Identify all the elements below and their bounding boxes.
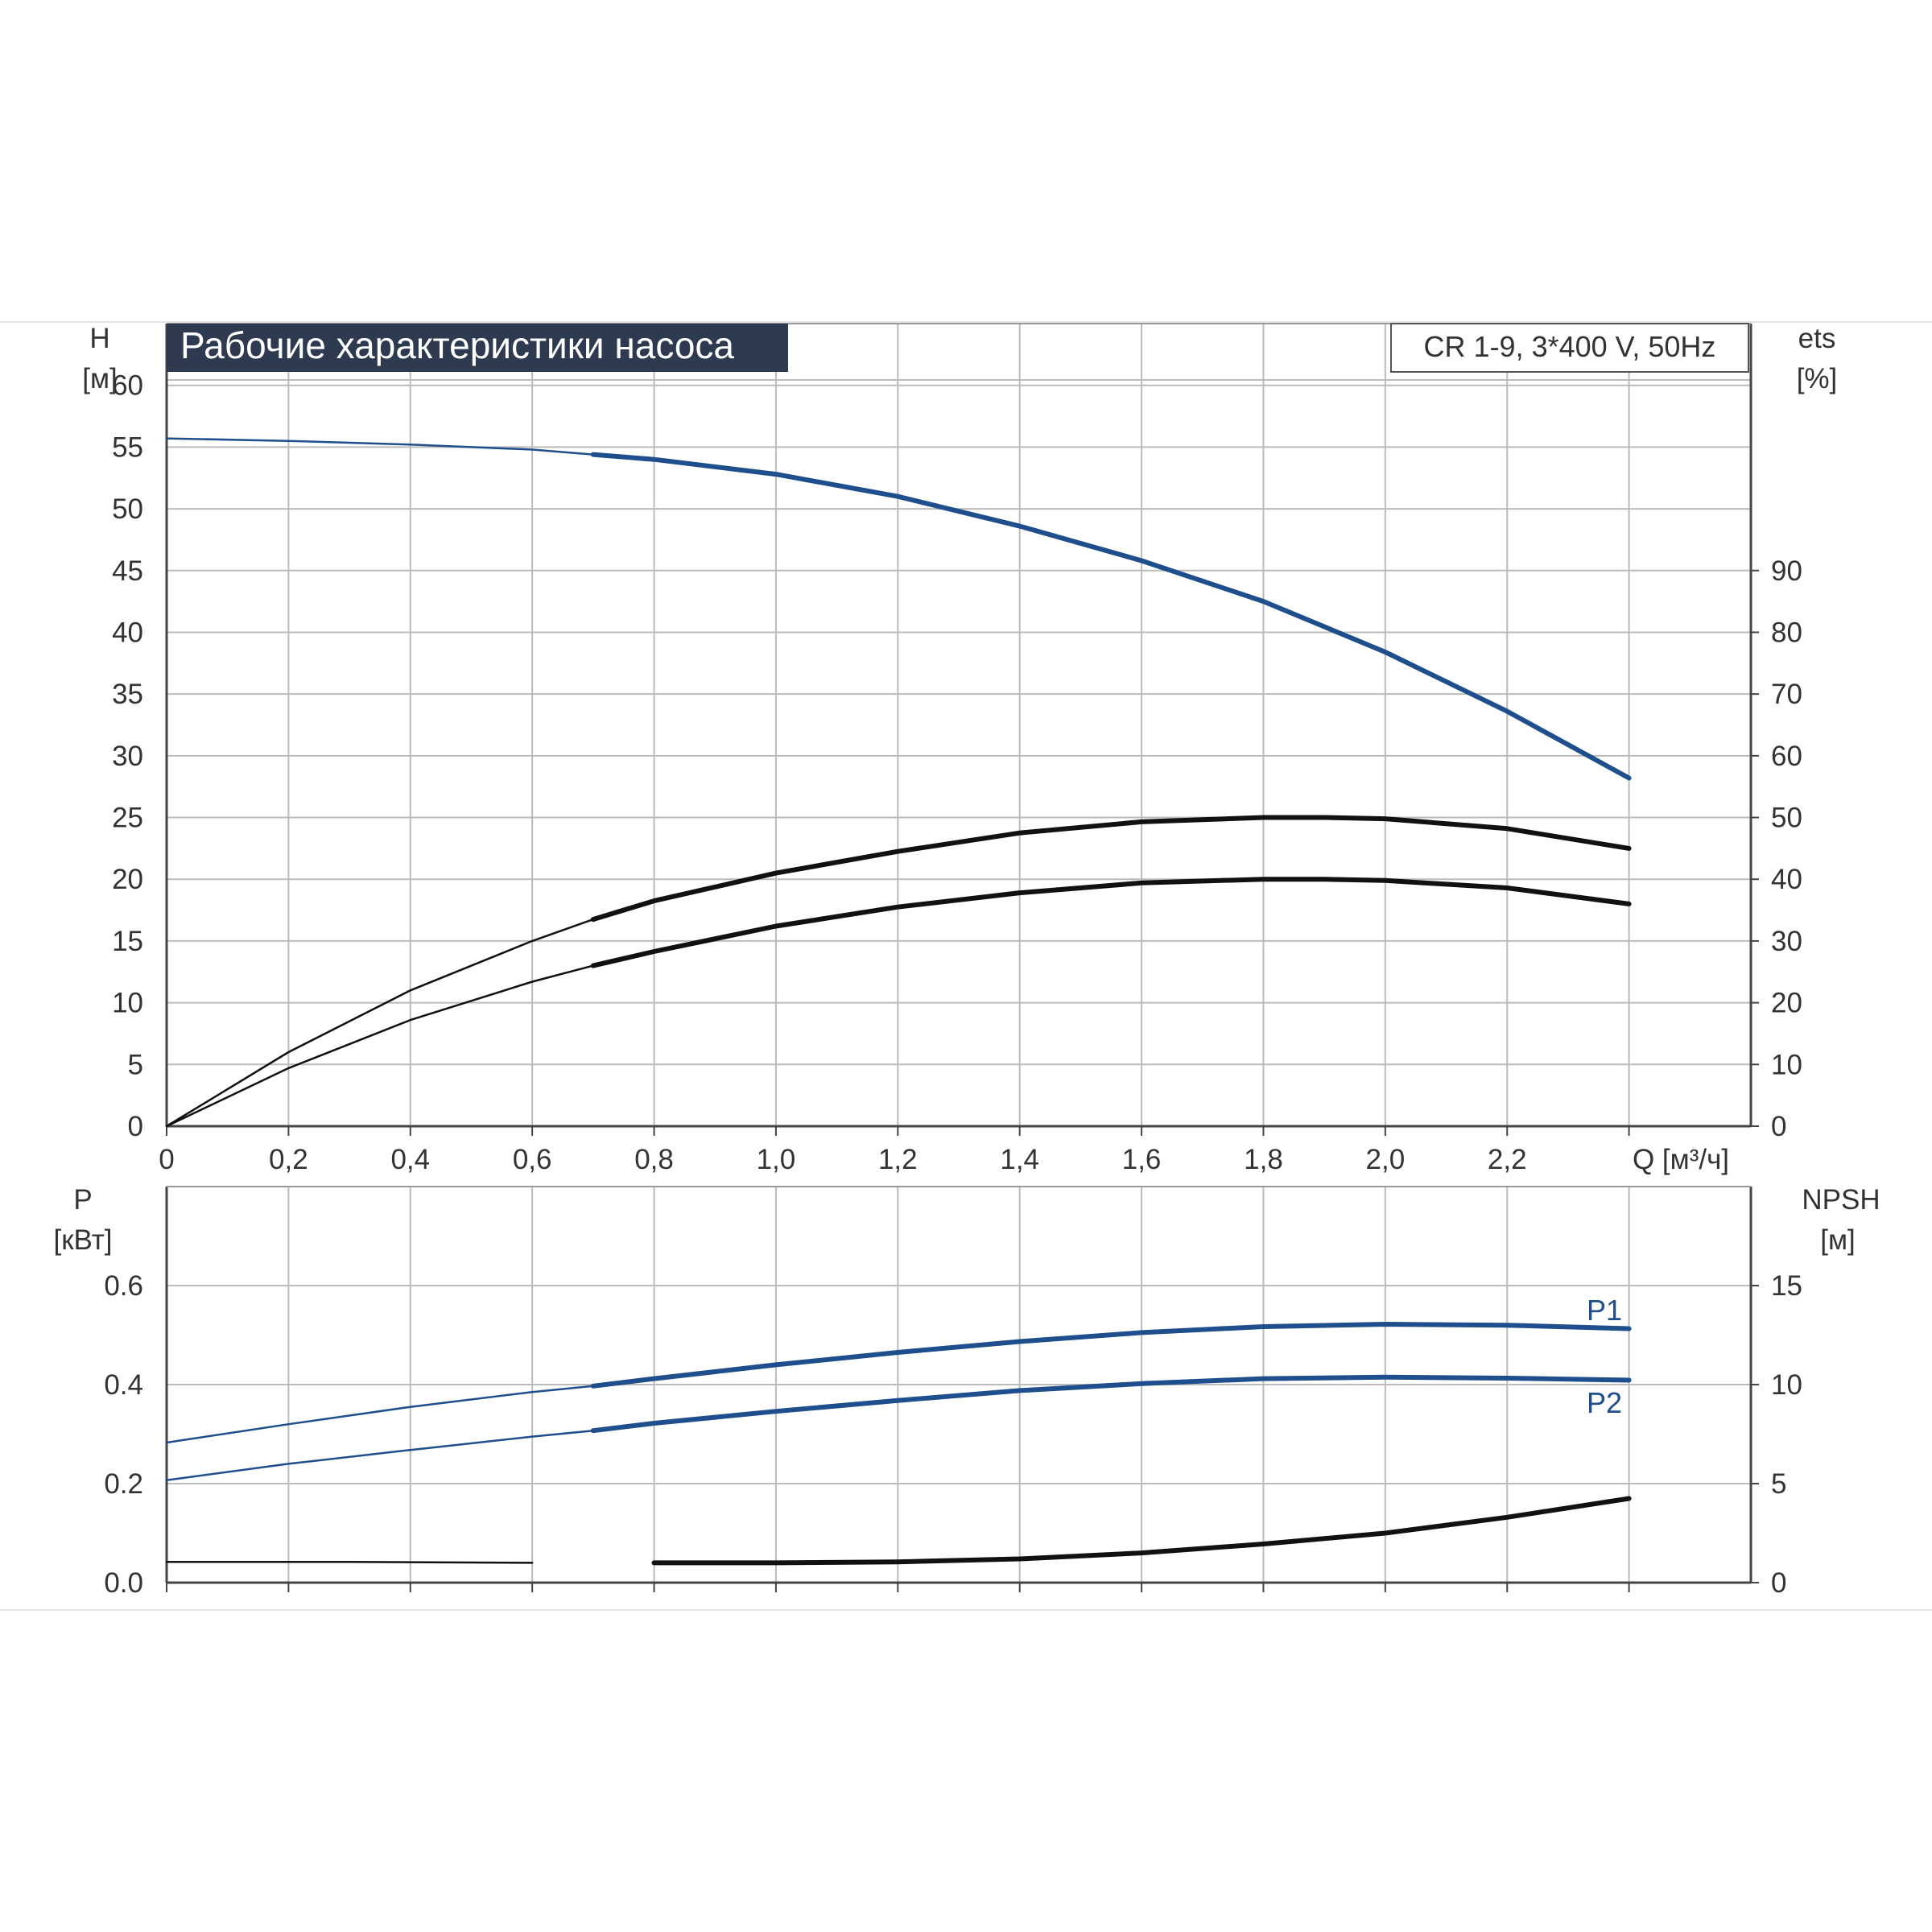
x-tick-label: 0,4 <box>390 1144 430 1175</box>
top-left-tick-label: 45 <box>112 555 143 587</box>
head-axis-label: H <box>89 323 109 354</box>
model-label-box: CR 1-9, 3*400 V, 50Hz <box>1390 323 1749 373</box>
bottom-right-tick-label: 0 <box>1771 1567 1786 1599</box>
bottom-left-tick-label: 0.4 <box>104 1369 143 1401</box>
top-series-2-line <box>590 815 1632 923</box>
top-left-tick-label: 5 <box>128 1049 143 1080</box>
bottom-series-3-extrapolated-line <box>165 1560 534 1564</box>
top-left-tick-label: 10 <box>112 988 143 1019</box>
x-tick-label: 1,6 <box>1122 1144 1162 1175</box>
top-series-3-line <box>590 877 1632 968</box>
npsh-axis-unit: [м] <box>1820 1224 1856 1256</box>
x-tick-label: 1,0 <box>757 1144 796 1175</box>
top-left-tick-label: 55 <box>112 431 143 463</box>
chart-title-background <box>167 324 788 372</box>
efficiency-axis-label: ets <box>1798 323 1836 354</box>
head-axis-unit: [м] <box>82 363 118 394</box>
top-right-tick-label: 60 <box>1771 741 1802 772</box>
bottom-right-tick-label: 15 <box>1771 1270 1802 1302</box>
x-tick-label: 1,8 <box>1244 1144 1283 1175</box>
series-p2-extrapolated-line <box>165 1429 595 1481</box>
top-left-tick-label: 35 <box>112 679 143 710</box>
top-left-tick-label: 40 <box>112 617 143 648</box>
top-left-tick-label: 0 <box>128 1111 143 1142</box>
top-right-tick-label: 0 <box>1771 1111 1786 1142</box>
chart-title: Рабочие характеристики насоса <box>180 324 734 366</box>
x-tick-label: 1,2 <box>878 1144 918 1175</box>
series-p1-line <box>590 1322 1632 1389</box>
npsh-axis-label: NPSH <box>1802 1184 1880 1216</box>
bottom-right-tick-label: 5 <box>1771 1468 1786 1500</box>
power-axis-label: P <box>73 1184 92 1216</box>
efficiency-axis-unit: [%] <box>1797 363 1838 394</box>
model-label-frame <box>1390 323 1749 373</box>
top-right-tick-label: 80 <box>1771 617 1802 648</box>
bottom-series-3-line <box>651 1496 1632 1566</box>
top-series-1-line <box>590 452 1632 781</box>
x-tick-label: 0,8 <box>634 1144 674 1175</box>
top-right-tick-label: 40 <box>1771 864 1802 895</box>
x-tick-label: 0,6 <box>513 1144 552 1175</box>
x-tick-label: 2,0 <box>1366 1144 1406 1175</box>
top-left-tick-label: 50 <box>112 493 143 525</box>
top-right-tick-label: 50 <box>1771 803 1802 834</box>
flow-axis-label: Q [м³/ч] <box>1633 1144 1729 1175</box>
x-tick-label: 0 <box>159 1144 174 1175</box>
series-label-p1: P1 <box>1587 1294 1622 1327</box>
series-p2-line <box>590 1374 1632 1434</box>
bottom-right-tick-label: 10 <box>1771 1369 1802 1401</box>
chart-title-box: Рабочие характеристики насоса <box>167 324 788 372</box>
top-right-tick-label: 30 <box>1771 926 1802 957</box>
top-right-tick-label: 10 <box>1771 1049 1802 1080</box>
top-left-tick-label: 30 <box>112 741 143 772</box>
top-left-tick-label: 25 <box>112 803 143 834</box>
top-series-2-extrapolated-line <box>165 918 595 1128</box>
top-right-tick-label: 20 <box>1771 988 1802 1019</box>
x-tick-label: 0,2 <box>269 1144 308 1175</box>
series-p1-extrapolated-line <box>165 1385 595 1444</box>
top-left-tick-label: 20 <box>112 864 143 895</box>
top-right-tick-label: 90 <box>1771 555 1802 587</box>
x-tick-label: 2,2 <box>1488 1144 1527 1175</box>
top-left-tick-label: 60 <box>112 370 143 402</box>
bottom-left-tick-label: 0.0 <box>104 1567 143 1599</box>
top-series-3-extrapolated-line <box>165 964 595 1128</box>
top-series-1-extrapolated-line <box>165 437 595 456</box>
power-npsh-panel: 0.0 0.2 0.4 0.6 0 5 10 15 <box>104 1186 1802 1599</box>
series-label-p2: P2 <box>1587 1386 1622 1419</box>
top-right-tick-label: 70 <box>1771 679 1802 710</box>
top-left-tick-label: 15 <box>112 926 143 957</box>
bottom-left-tick-label: 0.2 <box>104 1468 143 1500</box>
head-efficiency-panel: 0 5 10 15 20 25 30 35 40 45 50 55 60 0 10 20 30 40 50 60 70 8… <box>112 323 1802 1175</box>
power-axis-unit: [кВт] <box>54 1224 113 1256</box>
x-tick-label: 1,4 <box>1000 1144 1039 1175</box>
model-label: CR 1-9, 3*400 V, 50Hz <box>1424 330 1716 363</box>
bottom-left-tick-label: 0.6 <box>104 1270 143 1302</box>
